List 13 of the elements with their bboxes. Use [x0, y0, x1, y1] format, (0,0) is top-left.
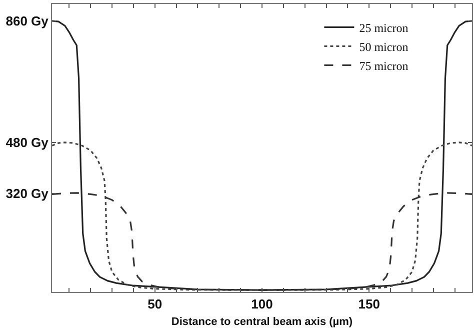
- x-tick-label: 100: [251, 296, 273, 312]
- line-series: [52, 20, 472, 291]
- y-tick-label: 480 Gy: [6, 134, 50, 150]
- legend-label: 50 micron: [359, 40, 408, 54]
- x-tick-label: 150: [358, 296, 380, 312]
- x-axis-title: Distance to central beam axis (µm): [171, 316, 353, 328]
- line-series: [52, 142, 472, 291]
- x-tick-label: 50: [148, 296, 162, 312]
- line-series: [52, 192, 472, 291]
- legend-label: 25 micron: [359, 20, 408, 35]
- legend-label: 75 micron: [359, 58, 408, 73]
- y-tick-label: 860 Gy: [6, 13, 50, 28]
- y-tick-label: 320 Gy: [6, 186, 50, 202]
